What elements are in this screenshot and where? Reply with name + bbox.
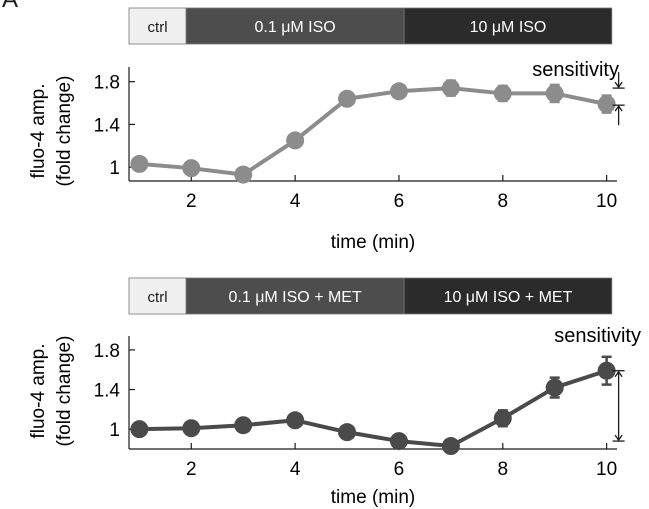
y-axis-label: (fold change) [54, 336, 75, 447]
arrow-head [614, 434, 623, 442]
series-line [139, 368, 608, 449]
y-tick-label: 1 [109, 420, 120, 441]
data-point [493, 409, 512, 428]
y-tick-label: 1.8 [94, 341, 120, 362]
x-tick-label: 10 [596, 191, 617, 212]
condition-label: 0.1 μM ISO [255, 19, 336, 36]
data-series [130, 79, 616, 184]
data-point [493, 84, 512, 103]
condition-segment [185, 277, 405, 315]
condition-label: ctrl [148, 19, 168, 36]
data-point [182, 159, 201, 178]
y-tick-label: 1.4 [94, 381, 121, 402]
data-point [130, 154, 149, 173]
data-point [389, 432, 408, 451]
data-point [182, 419, 201, 438]
data-point [286, 131, 305, 150]
y-axis-label: fluo-4 amp. [28, 83, 49, 178]
condition-bar: ctrl 0.1 μM ISO 10 μM ISO [128, 7, 613, 45]
condition-segment [403, 7, 613, 45]
arrow-head [614, 81, 623, 89]
condition-bar: ctrl 0.1 μM ISO + MET 10 μM ISO + MET [128, 277, 613, 315]
y-axis-label: fluo-4 amp. [28, 343, 49, 438]
data-point [597, 95, 616, 114]
data-point [130, 420, 149, 439]
condition-label: ctrl [148, 289, 168, 306]
condition-segment [185, 7, 405, 45]
panel-letter: A [2, 0, 18, 14]
condition-segment [128, 277, 187, 315]
sensitivity-annotation: sensitivity [554, 325, 641, 442]
x-tick-label: 6 [394, 459, 405, 480]
data-point [597, 361, 616, 380]
sensitivity-label: sensitivity [532, 59, 619, 81]
arrow-head [614, 370, 623, 378]
x-tick-label: 4 [290, 459, 301, 480]
condition-segment [403, 277, 613, 315]
x-tick-label: 4 [290, 191, 301, 212]
x-axis-label: time (min) [331, 232, 415, 253]
x-tick-label: 8 [497, 191, 508, 212]
data-point [545, 84, 564, 103]
series-line [139, 86, 608, 177]
condition-label: 10 μM ISO [470, 19, 547, 36]
chart-panel-1: ctrl 0.1 μM ISO 10 μM ISO 2 4 6 8 10 1 1.4 1.8 time… [28, 7, 625, 253]
sensitivity-annotation: sensitivity [532, 59, 625, 126]
x-tick-label: 6 [394, 191, 405, 212]
data-point [286, 411, 305, 430]
x-tick-label: 2 [186, 191, 197, 212]
x-axis-label: time (min) [331, 487, 415, 508]
sensitivity-label: sensitivity [554, 325, 641, 347]
data-point [389, 82, 408, 101]
data-point [234, 416, 253, 435]
y-tick-label: 1 [109, 158, 120, 179]
data-point [234, 165, 253, 184]
data-point [441, 79, 460, 98]
x-tick-label: 10 [596, 459, 617, 480]
y-tick-label: 1.4 [94, 115, 121, 136]
condition-label: 10 μM ISO + MET [444, 289, 573, 306]
data-point [338, 89, 357, 108]
x-tick-label: 2 [186, 459, 197, 480]
data-series [130, 355, 616, 456]
data-point [338, 423, 357, 442]
arrow-head [614, 105, 623, 112]
y-tick-label: 1.8 [94, 73, 120, 94]
chart-panel-2: ctrl 0.1 μM ISO + MET 10 μM ISO + MET 2 4 6 8 1… [28, 277, 641, 508]
data-point [545, 378, 564, 397]
data-point [441, 437, 460, 456]
condition-label: 0.1 μM ISO + MET [229, 289, 362, 306]
y-axis-label: (fold change) [54, 76, 75, 187]
x-tick-label: 8 [497, 459, 508, 480]
